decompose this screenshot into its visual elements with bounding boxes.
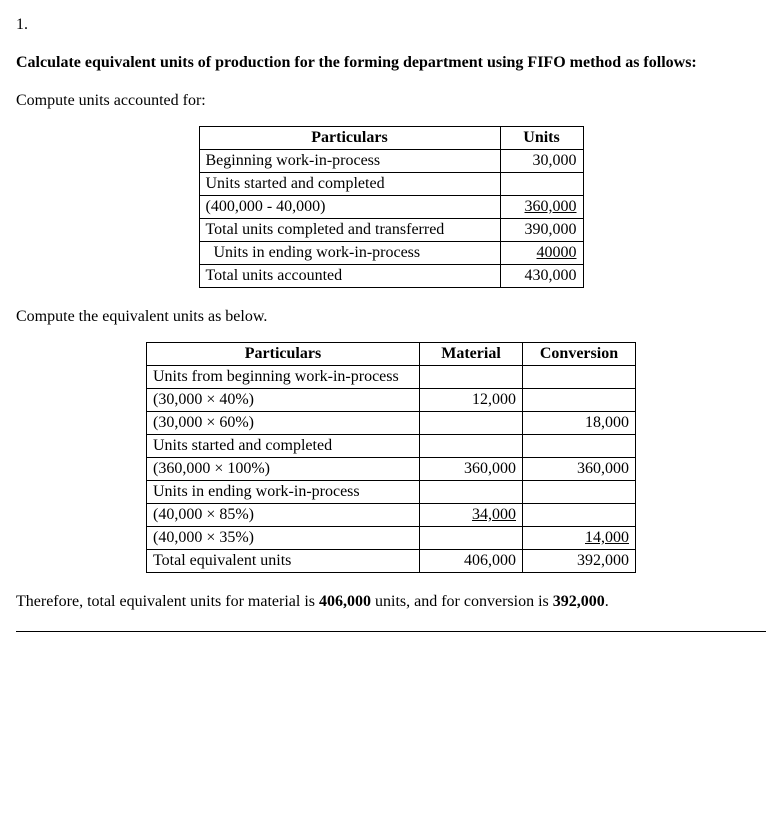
- cell-particulars: Total units completed and transferred: [199, 219, 500, 242]
- cell-particulars: Total units accounted: [199, 265, 500, 288]
- conclusion-material-value: 406,000: [319, 593, 371, 610]
- main-heading: Calculate equivalent units of production…: [16, 54, 766, 72]
- cell-conversion: [523, 435, 636, 458]
- cell-particulars: (30,000 × 60%): [147, 412, 420, 435]
- header-particulars: Particulars: [199, 127, 500, 150]
- cell-material: [420, 527, 523, 550]
- table-row: Beginning work-in-process30,000: [199, 150, 583, 173]
- cell-conversion: [523, 481, 636, 504]
- cell-particulars: (40,000 × 35%): [147, 527, 420, 550]
- table-row: Units started and completed: [147, 435, 636, 458]
- cell-particulars: (360,000 × 100%): [147, 458, 420, 481]
- cell-material: 406,000: [420, 550, 523, 573]
- table-row: Total units completed and transferred390…: [199, 219, 583, 242]
- table-row: Units in ending work-in-process: [147, 481, 636, 504]
- cell-conversion: [523, 389, 636, 412]
- conclusion-mid: units, and for conversion is: [371, 593, 553, 610]
- cell-material: [420, 435, 523, 458]
- table-row: Total units accounted430,000: [199, 265, 583, 288]
- paragraph-compute-units: Compute units accounted for:: [16, 92, 766, 110]
- cell-particulars: (40,000 × 85%): [147, 504, 420, 527]
- cell-units: 360,000: [500, 196, 583, 219]
- paragraph-compute-equivalent: Compute the equivalent units as below.: [16, 308, 766, 326]
- header-units: Units: [500, 127, 583, 150]
- cell-particulars: Units in ending work-in-process: [147, 481, 420, 504]
- cell-units: 390,000: [500, 219, 583, 242]
- cell-particulars: Units from beginning work-in-process: [147, 366, 420, 389]
- conclusion-pre: Therefore, total equivalent units for ma…: [16, 593, 319, 610]
- table-row: (400,000 - 40,000)360,000: [199, 196, 583, 219]
- conclusion-post: .: [605, 593, 609, 610]
- cell-particulars: Total equivalent units: [147, 550, 420, 573]
- cell-material: [420, 366, 523, 389]
- table-header-row: Particulars Units: [199, 127, 583, 150]
- cell-material: 360,000: [420, 458, 523, 481]
- cell-units: 430,000: [500, 265, 583, 288]
- cell-units: 30,000: [500, 150, 583, 173]
- cell-particulars: Units in ending work-in-process: [199, 242, 500, 265]
- header-conversion: Conversion: [523, 343, 636, 366]
- table-row: (40,000 × 35%) 14,000: [147, 527, 636, 550]
- conclusion-text: Therefore, total equivalent units for ma…: [16, 593, 766, 611]
- cell-conversion: 392,000: [523, 550, 636, 573]
- cell-material: [420, 481, 523, 504]
- table-row: Total equivalent units406,000392,000: [147, 550, 636, 573]
- table-equivalent-units: Particulars Material Conversion Units fr…: [146, 342, 636, 573]
- table-row: (360,000 × 100%)360,000360,000: [147, 458, 636, 481]
- header-particulars: Particulars: [147, 343, 420, 366]
- cell-particulars: (30,000 × 40%): [147, 389, 420, 412]
- horizontal-rule: [16, 631, 766, 632]
- table-row: Units in ending work-in-process40000: [199, 242, 583, 265]
- cell-particulars: Units started and completed: [147, 435, 420, 458]
- question-number: 1.: [16, 16, 766, 34]
- cell-particulars: Beginning work-in-process: [199, 150, 500, 173]
- cell-units: [500, 173, 583, 196]
- table-header-row: Particulars Material Conversion: [147, 343, 636, 366]
- cell-particulars: (400,000 - 40,000): [199, 196, 500, 219]
- table-units-accounted: Particulars Units Beginning work-in-proc…: [199, 126, 584, 288]
- table-row: (40,000 × 85%)34,000: [147, 504, 636, 527]
- table-row: Units from beginning work-in-process: [147, 366, 636, 389]
- table-row: (30,000 × 40%)12,000: [147, 389, 636, 412]
- table-row: Units started and completed: [199, 173, 583, 196]
- table-row: (30,000 × 60%) 18,000: [147, 412, 636, 435]
- cell-conversion: 360,000: [523, 458, 636, 481]
- header-material: Material: [420, 343, 523, 366]
- cell-material: 34,000: [420, 504, 523, 527]
- cell-material: [420, 412, 523, 435]
- cell-conversion: 14,000: [523, 527, 636, 550]
- cell-units: 40000: [500, 242, 583, 265]
- cell-particulars: Units started and completed: [199, 173, 500, 196]
- cell-conversion: [523, 366, 636, 389]
- conclusion-conversion-value: 392,000: [553, 593, 605, 610]
- cell-conversion: [523, 504, 636, 527]
- cell-material: 12,000: [420, 389, 523, 412]
- cell-conversion: 18,000: [523, 412, 636, 435]
